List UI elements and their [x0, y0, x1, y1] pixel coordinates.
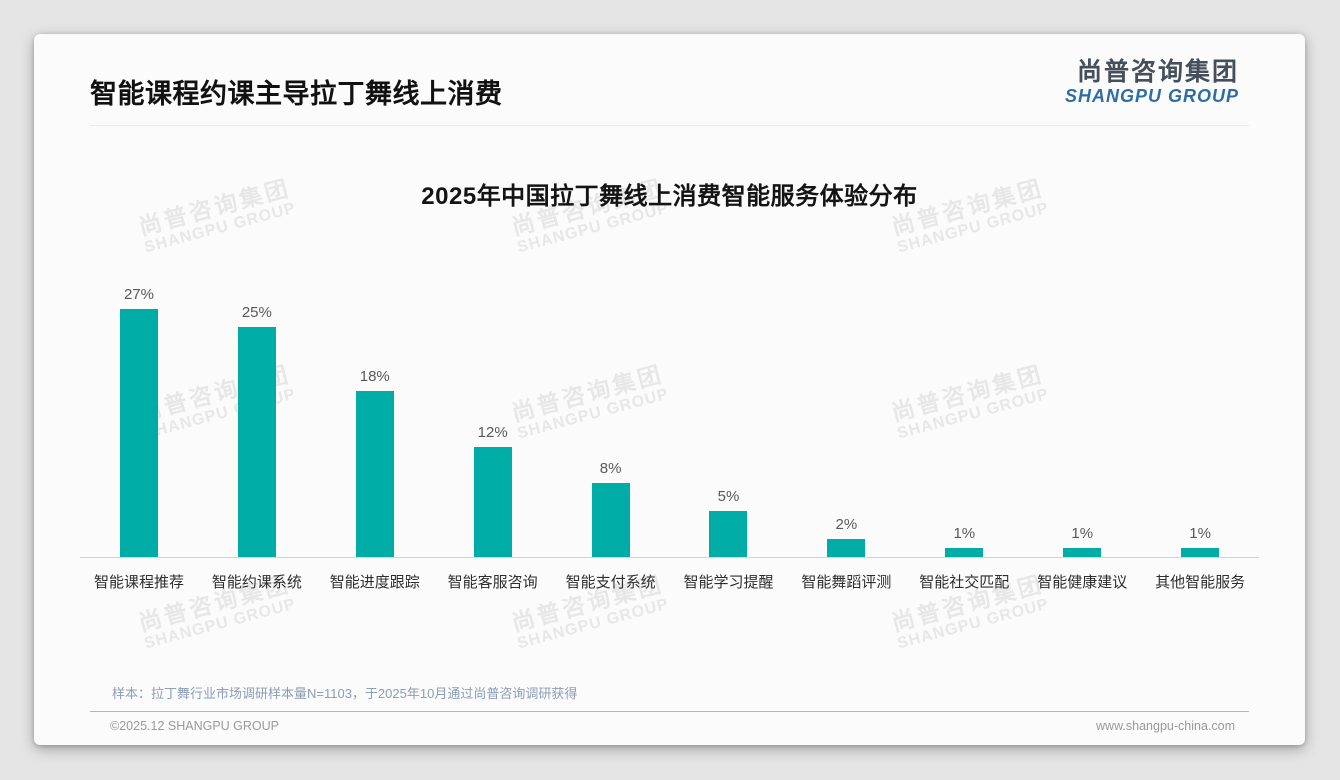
bar — [1181, 548, 1220, 557]
bar-column: 2% — [787, 516, 905, 557]
bar — [473, 447, 512, 557]
category-label: 智能社交匹配 — [919, 574, 1010, 591]
bar — [709, 511, 748, 557]
sample-footnote: 样本：拉丁舞行业市场调研样本量N=1103，于2025年10月通过尚普咨询调研获… — [112, 686, 578, 701]
footer-divider — [90, 711, 1249, 712]
footer-row: ©2025.12 SHANGPU GROUP www.shangpu-china… — [90, 719, 1249, 733]
header: 智能课程约课主导拉丁舞线上消费 尚普咨询集团 SHANGPU GROUP — [34, 34, 1305, 126]
website-text: www.shangpu-china.com — [1096, 719, 1235, 733]
category-label: 智能学习提醒 — [683, 574, 774, 591]
logo-en-text: SHANGPU GROUP — [1064, 86, 1239, 106]
bar-column: 18% — [316, 368, 434, 557]
slide-card: 尚普咨询集团 SHANGPU GROUP 尚普咨询集团 SHANGPU GROUP … — [34, 34, 1305, 745]
bar-column: 8% — [552, 460, 670, 557]
category-label: 智能课程推荐 — [93, 574, 184, 591]
category-label: 智能约课系统 — [211, 574, 302, 591]
category-label: 智能健康建议 — [1037, 574, 1128, 591]
bar — [119, 309, 158, 557]
footer-block: 样本：拉丁舞行业市场调研样本量N=1103，于2025年10月通过尚普咨询调研获… — [90, 683, 1249, 733]
bar — [945, 548, 984, 557]
bar-value-label: 8% — [599, 460, 622, 477]
bar — [237, 327, 276, 557]
bar-value-label: 2% — [835, 516, 858, 533]
chart-title: 2025年中国拉丁舞线上消费智能服务体验分布 — [421, 183, 918, 210]
bar-column: 1% — [1023, 525, 1141, 557]
bar — [355, 391, 394, 557]
bar-column: 5% — [670, 488, 788, 557]
bar-value-label: 12% — [477, 424, 508, 441]
category-label: 智能支付系统 — [565, 574, 656, 591]
category-label: 智能客服咨询 — [447, 574, 538, 591]
bar-chart-plot: 27% 25% 18% 12% 8% 5% 2% 1% 1% 1% — [80, 211, 1259, 558]
bar-column: 1% — [905, 525, 1023, 557]
bar-value-label: 5% — [717, 488, 740, 505]
company-logo: 尚普咨询集团 SHANGPU GROUP — [1065, 58, 1239, 106]
category-label: 智能舞蹈评测 — [801, 574, 892, 591]
bar-value-label: 25% — [241, 304, 272, 321]
bar-value-label: 27% — [123, 286, 154, 303]
copyright-text: ©2025.12 SHANGPU GROUP — [110, 719, 279, 733]
category-label: 其他智能服务 — [1155, 574, 1246, 591]
header-divider — [90, 125, 1249, 126]
category-label: 智能进度跟踪 — [329, 574, 420, 591]
bar-column: 27% — [80, 286, 198, 557]
bar-value-label: 18% — [359, 368, 390, 385]
page-title: 智能课程约课主导拉丁舞线上消费 — [90, 79, 503, 109]
bar-value-label: 1% — [1071, 525, 1094, 542]
bar — [827, 539, 866, 557]
bar-value-label: 1% — [1189, 525, 1211, 542]
bar-column: 12% — [434, 424, 552, 557]
bar — [591, 483, 630, 557]
bar-column: 25% — [198, 304, 316, 557]
bar-column: 1% — [1141, 525, 1259, 557]
bar — [1063, 548, 1102, 557]
bar-chart-categories: 智能课程推荐 智能约课系统 智能进度跟踪 智能客服咨询 智能支付系统 智能学习提醒 智能舞蹈… — [80, 558, 1259, 592]
logo-cn-text: 尚普咨询集团 — [1076, 58, 1239, 86]
bar-value-label: 1% — [953, 525, 976, 542]
